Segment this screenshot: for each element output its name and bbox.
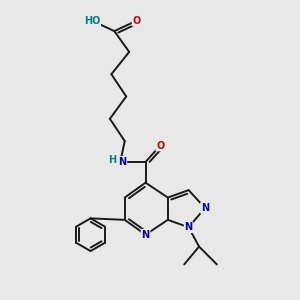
Text: N: N <box>184 222 193 232</box>
Text: H: H <box>108 155 116 165</box>
Text: O: O <box>156 140 164 151</box>
Text: N: N <box>118 157 126 167</box>
Text: HO: HO <box>84 16 100 26</box>
Text: N: N <box>201 203 209 213</box>
Text: O: O <box>133 16 141 26</box>
Text: N: N <box>142 230 150 240</box>
